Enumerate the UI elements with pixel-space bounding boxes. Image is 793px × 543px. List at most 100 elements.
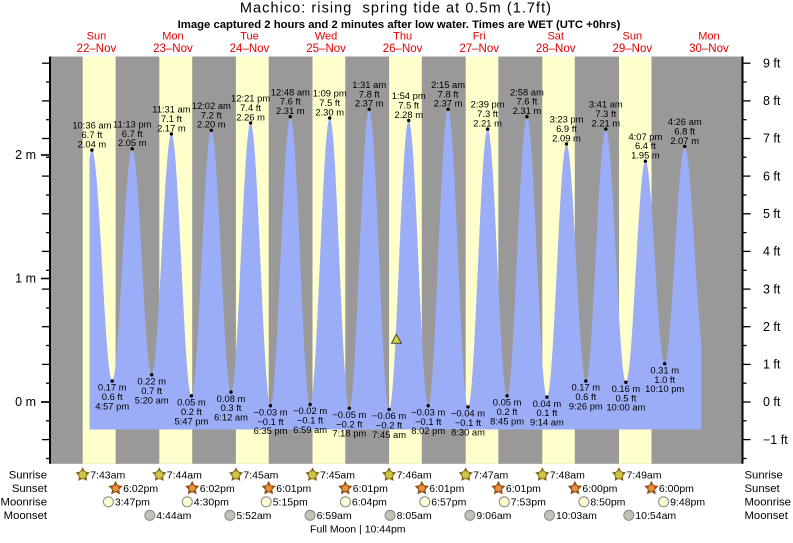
svg-text:Machico: rising spring tide a: Machico: rising spring tide at 0.5m (1.7… bbox=[240, 0, 552, 16]
svg-text:−0.03 m: −0.03 m bbox=[411, 406, 445, 417]
svg-text:−0.05 m: −0.05 m bbox=[332, 409, 366, 420]
svg-text:−1 ft: −1 ft bbox=[763, 433, 788, 447]
svg-text:3:41 am: 3:41 am bbox=[589, 99, 623, 110]
svg-text:1 m: 1 m bbox=[15, 272, 36, 286]
svg-text:10:03am: 10:03am bbox=[556, 510, 597, 522]
svg-text:2.17 m: 2.17 m bbox=[157, 122, 186, 133]
svg-text:2.05 m: 2.05 m bbox=[118, 137, 147, 148]
svg-text:7.3 ft: 7.3 ft bbox=[477, 108, 498, 119]
svg-text:22–Nov: 22–Nov bbox=[77, 43, 117, 55]
svg-text:Sun: Sun bbox=[623, 31, 643, 43]
svg-text:Tue: Tue bbox=[240, 31, 259, 43]
svg-text:2:39 pm: 2:39 pm bbox=[471, 99, 505, 110]
svg-text:11:13 pm: 11:13 pm bbox=[113, 118, 152, 129]
svg-text:8:50pm: 8:50pm bbox=[590, 497, 625, 509]
svg-text:7.5 ft: 7.5 ft bbox=[319, 97, 340, 108]
svg-text:27–Nov: 27–Nov bbox=[459, 43, 499, 55]
svg-text:7.1 ft: 7.1 ft bbox=[161, 113, 182, 124]
svg-text:6:01pm: 6:01pm bbox=[429, 483, 464, 495]
svg-text:Moonrise: Moonrise bbox=[1, 497, 47, 509]
svg-text:6:57pm: 6:57pm bbox=[431, 497, 466, 509]
svg-text:7.3 ft: 7.3 ft bbox=[595, 108, 616, 119]
svg-text:6:01pm: 6:01pm bbox=[353, 483, 388, 495]
svg-text:6:02pm: 6:02pm bbox=[200, 483, 235, 495]
svg-text:9:14 am: 9:14 am bbox=[530, 417, 564, 428]
svg-text:7.5 ft: 7.5 ft bbox=[398, 99, 419, 110]
svg-text:23–Nov: 23–Nov bbox=[153, 43, 193, 55]
svg-text:4:07 pm: 4:07 pm bbox=[628, 131, 662, 142]
svg-text:2.31 m: 2.31 m bbox=[513, 105, 542, 116]
svg-text:7:45am: 7:45am bbox=[243, 470, 278, 482]
svg-text:4:44am: 4:44am bbox=[156, 510, 191, 522]
svg-text:24–Nov: 24–Nov bbox=[230, 43, 270, 55]
svg-text:Moonrise: Moonrise bbox=[745, 497, 791, 509]
svg-text:7.8 ft: 7.8 ft bbox=[438, 88, 459, 99]
svg-text:0.04 m: 0.04 m bbox=[533, 398, 562, 409]
svg-text:6:12 am: 6:12 am bbox=[214, 412, 248, 423]
svg-text:2.09 m: 2.09 m bbox=[552, 132, 581, 143]
svg-text:10:36 am: 10:36 am bbox=[72, 120, 111, 131]
svg-text:6.9 ft: 6.9 ft bbox=[556, 123, 577, 134]
svg-text:25–Nov: 25–Nov bbox=[306, 43, 346, 55]
svg-text:2.31 m: 2.31 m bbox=[276, 105, 305, 116]
svg-text:26–Nov: 26–Nov bbox=[383, 43, 423, 55]
svg-text:0 m: 0 m bbox=[15, 395, 36, 409]
svg-text:Wed: Wed bbox=[315, 31, 337, 43]
svg-text:6.4 ft: 6.4 ft bbox=[635, 140, 656, 151]
svg-text:10:10 pm: 10:10 pm bbox=[645, 383, 684, 394]
svg-text:2:58 am: 2:58 am bbox=[510, 86, 544, 97]
svg-text:6:00pm: 6:00pm bbox=[582, 483, 617, 495]
svg-text:8:45 pm: 8:45 pm bbox=[490, 415, 524, 426]
svg-text:−0.1 ft: −0.1 ft bbox=[455, 417, 482, 428]
svg-text:4:30pm: 4:30pm bbox=[194, 497, 229, 509]
svg-text:0.05 m: 0.05 m bbox=[177, 397, 206, 408]
svg-text:2 ft: 2 ft bbox=[763, 320, 781, 334]
svg-text:6:02pm: 6:02pm bbox=[123, 483, 158, 495]
svg-text:Sunset: Sunset bbox=[745, 483, 781, 495]
svg-text:7:47am: 7:47am bbox=[473, 470, 508, 482]
svg-text:6.7 ft: 6.7 ft bbox=[122, 128, 143, 139]
svg-text:6:59 am: 6:59 am bbox=[293, 424, 327, 435]
svg-text:0.6 ft: 0.6 ft bbox=[575, 391, 596, 402]
svg-text:28–Nov: 28–Nov bbox=[536, 43, 576, 55]
svg-text:0.17 m: 0.17 m bbox=[571, 382, 600, 393]
svg-text:2.26 m: 2.26 m bbox=[236, 111, 265, 122]
svg-text:6.7 ft: 6.7 ft bbox=[81, 129, 102, 140]
svg-text:2.30 m: 2.30 m bbox=[315, 106, 344, 117]
svg-text:8:30 am: 8:30 am bbox=[451, 426, 485, 437]
svg-text:0.08 m: 0.08 m bbox=[217, 393, 246, 404]
svg-text:6:01pm: 6:01pm bbox=[276, 483, 311, 495]
svg-text:7 ft: 7 ft bbox=[763, 132, 781, 146]
svg-text:3 ft: 3 ft bbox=[763, 282, 781, 296]
svg-text:Moonset: Moonset bbox=[4, 510, 48, 522]
svg-text:Sunrise: Sunrise bbox=[745, 470, 783, 482]
svg-text:5 ft: 5 ft bbox=[763, 207, 781, 221]
svg-text:6 ft: 6 ft bbox=[763, 169, 781, 183]
svg-text:−0.1 ft: −0.1 ft bbox=[257, 416, 284, 427]
svg-text:11:31 am: 11:31 am bbox=[152, 104, 191, 115]
svg-text:2.20 m: 2.20 m bbox=[197, 119, 226, 130]
svg-text:12:21 pm: 12:21 pm bbox=[231, 93, 270, 104]
svg-text:7.2 ft: 7.2 ft bbox=[201, 109, 222, 120]
svg-text:1:09 pm: 1:09 pm bbox=[313, 88, 347, 99]
svg-text:−0.2 ft: −0.2 ft bbox=[376, 420, 403, 431]
svg-text:2.28 m: 2.28 m bbox=[394, 109, 423, 120]
svg-text:1.95 m: 1.95 m bbox=[631, 150, 660, 161]
svg-text:Sat: Sat bbox=[547, 31, 564, 43]
svg-text:0.7 ft: 0.7 ft bbox=[141, 385, 162, 396]
svg-text:4 ft: 4 ft bbox=[763, 245, 781, 259]
svg-text:5:52am: 5:52am bbox=[236, 510, 271, 522]
svg-text:5:47 pm: 5:47 pm bbox=[174, 415, 208, 426]
svg-text:Sunrise: Sunrise bbox=[9, 470, 47, 482]
svg-text:2.07 m: 2.07 m bbox=[670, 135, 699, 146]
svg-text:1:54 pm: 1:54 pm bbox=[392, 90, 426, 101]
svg-text:Sun: Sun bbox=[87, 31, 107, 43]
svg-text:2:15 am: 2:15 am bbox=[431, 79, 465, 90]
svg-text:10:00 am: 10:00 am bbox=[606, 402, 645, 413]
svg-text:Mon: Mon bbox=[162, 31, 183, 43]
svg-text:30–Nov: 30–Nov bbox=[689, 43, 729, 55]
svg-text:−0.04 m: −0.04 m bbox=[451, 408, 485, 419]
svg-text:−0.03 m: −0.03 m bbox=[253, 406, 287, 417]
svg-text:6:35 pm: 6:35 pm bbox=[254, 425, 288, 436]
svg-text:6:04pm: 6:04pm bbox=[352, 497, 387, 509]
